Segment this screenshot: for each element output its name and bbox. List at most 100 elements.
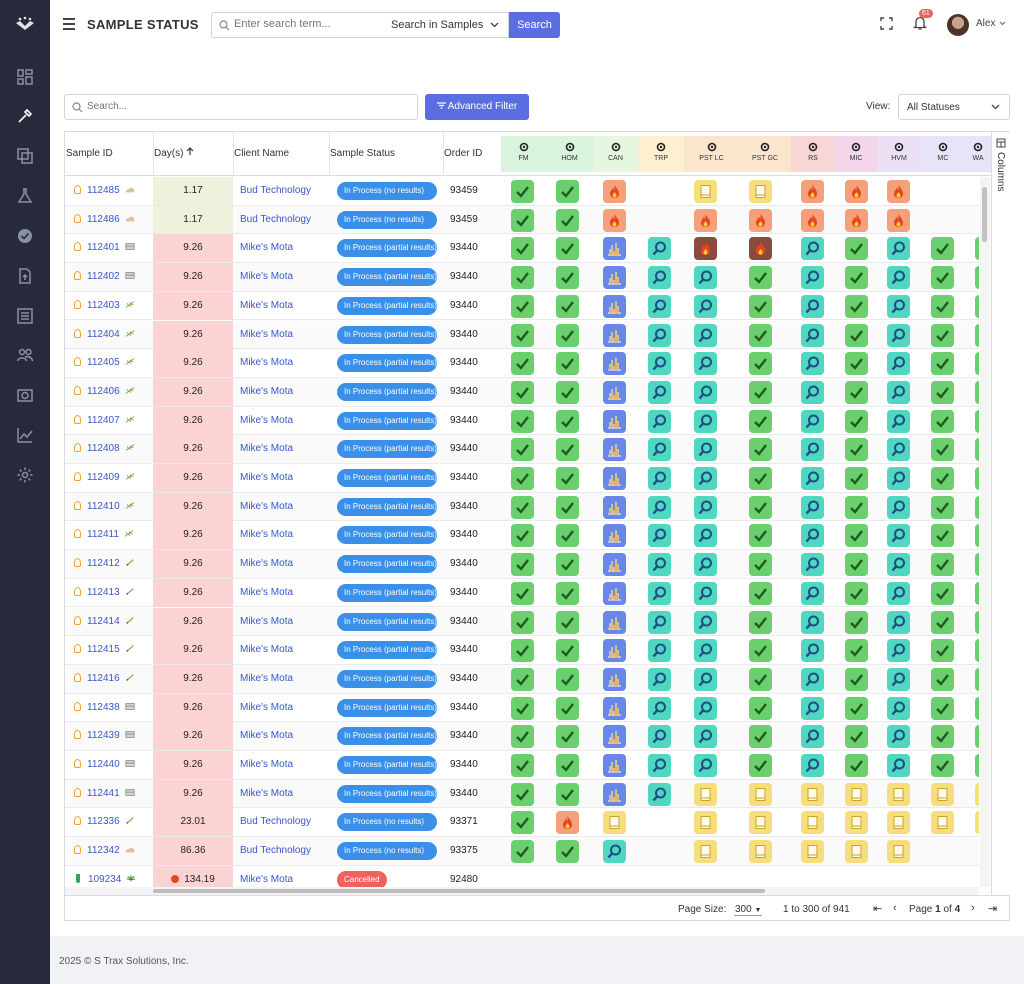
- test-result-wa-check-icon[interactable]: [975, 524, 979, 548]
- test-result-pst-lc-magnifier-icon[interactable]: [694, 495, 717, 519]
- test-result-mc-check-icon[interactable]: [931, 409, 954, 433]
- test-result-pst-gc-flame-icon[interactable]: [749, 208, 772, 232]
- table-row[interactable]: 112438 9.26 Mike's Mota In Process (partial…: [65, 693, 979, 723]
- test-result-rs-magnifier-icon[interactable]: [801, 323, 824, 347]
- sample-id[interactable]: 112411: [87, 529, 119, 541]
- next-page-icon[interactable]: ›: [971, 902, 975, 914]
- client-name[interactable]: Mike's Mota: [240, 242, 294, 254]
- first-page-icon[interactable]: ⇤: [873, 903, 883, 915]
- test-result-can-chromatogram-icon[interactable]: [603, 467, 626, 490]
- sample-id[interactable]: 112412: [87, 558, 120, 570]
- table-row[interactable]: 112409 9.26 Mike's Mota In Process (partial…: [65, 464, 979, 493]
- test-result-hvm-magnifier-icon[interactable]: [887, 380, 910, 404]
- test-result-fm-check-icon[interactable]: [511, 467, 534, 490]
- last-page-icon[interactable]: ⇥: [988, 903, 998, 915]
- test-result-mic-document-icon[interactable]: [845, 840, 868, 864]
- client-name[interactable]: Mike's Mota: [240, 529, 294, 541]
- sample-id[interactable]: 112413: [87, 586, 120, 598]
- test-result-mic-check-icon[interactable]: [845, 409, 868, 433]
- test-result-mic-check-icon[interactable]: [845, 294, 868, 318]
- test-result-fm-check-icon[interactable]: [511, 208, 534, 232]
- sample-id[interactable]: 112414: [87, 615, 120, 627]
- test-result-fm-check-icon[interactable]: [511, 294, 534, 318]
- sample-id-cell[interactable]: 112408: [65, 435, 153, 463]
- test-result-pst-gc-check-icon[interactable]: [749, 352, 772, 376]
- client-name[interactable]: Mike's Mota: [240, 701, 294, 713]
- test-result-mic-check-icon[interactable]: [845, 639, 868, 663]
- test-result-mc-check-icon[interactable]: [931, 610, 954, 634]
- test-result-pst-lc-document-icon[interactable]: [694, 180, 717, 203]
- test-result-mc-check-icon[interactable]: [931, 438, 954, 462]
- test-result-wa-check-icon[interactable]: [975, 610, 979, 634]
- sample-id[interactable]: 112401: [87, 242, 120, 254]
- header-test-hvm[interactable]: HVM: [877, 136, 921, 172]
- client-name[interactable]: Mike's Mota: [240, 385, 294, 397]
- badge-check-icon[interactable]: [16, 227, 34, 245]
- test-result-pst-lc-magnifier-icon[interactable]: [694, 696, 717, 720]
- test-result-pst-gc-check-icon[interactable]: [749, 323, 772, 347]
- test-result-hom-check-icon[interactable]: [556, 667, 579, 691]
- test-result-mic-check-icon[interactable]: [845, 524, 868, 548]
- test-result-mic-check-icon[interactable]: [845, 266, 868, 290]
- test-result-can-chromatogram-icon[interactable]: [603, 725, 626, 749]
- flask-icon[interactable]: [16, 187, 34, 205]
- table-row[interactable]: 112485 1.17 Bud Technology In Process (no r…: [65, 177, 979, 206]
- test-result-mc-check-icon[interactable]: [931, 294, 954, 318]
- sample-id[interactable]: 112404: [87, 328, 120, 340]
- test-result-fm-check-icon[interactable]: [511, 754, 534, 777]
- test-result-fm-check-icon[interactable]: [511, 323, 534, 347]
- document-upload-icon[interactable]: [16, 267, 34, 285]
- sample-id[interactable]: 112438: [87, 701, 120, 713]
- table-row[interactable]: 112404 9.26 Mike's Mota In Process (partial…: [65, 320, 979, 350]
- header-status[interactable]: Sample Status: [329, 132, 443, 176]
- test-result-mc-check-icon[interactable]: [931, 495, 954, 519]
- test-result-trp-magnifier-icon[interactable]: [648, 467, 671, 490]
- test-result-mic-document-icon[interactable]: [845, 782, 868, 806]
- logo-icon[interactable]: [14, 14, 36, 36]
- test-result-can-chromatogram-icon[interactable]: [603, 323, 626, 347]
- test-result-fm-check-icon[interactable]: [511, 782, 534, 806]
- test-result-can-chromatogram-icon[interactable]: [603, 696, 626, 720]
- client-name[interactable]: Mike's Mota: [240, 644, 294, 656]
- test-result-hvm-magnifier-icon[interactable]: [887, 467, 910, 490]
- view-select[interactable]: All Statuses: [898, 94, 1010, 120]
- test-result-rs-magnifier-icon[interactable]: [801, 409, 824, 433]
- test-result-rs-magnifier-icon[interactable]: [801, 610, 824, 634]
- test-result-rs-magnifier-icon[interactable]: [801, 639, 824, 663]
- header-test-mic[interactable]: MIC: [835, 136, 877, 172]
- test-result-mc-check-icon[interactable]: [931, 467, 954, 490]
- sample-id[interactable]: 112439: [87, 730, 120, 742]
- bell-icon[interactable]: [913, 15, 927, 31]
- client-name[interactable]: Mike's Mota: [240, 328, 294, 340]
- test-result-pst-lc-magnifier-icon[interactable]: [694, 409, 717, 433]
- test-result-rs-magnifier-icon[interactable]: [801, 467, 824, 490]
- test-result-mc-check-icon[interactable]: [931, 266, 954, 290]
- test-result-rs-magnifier-icon[interactable]: [801, 725, 824, 749]
- test-result-hvm-magnifier-icon[interactable]: [887, 610, 910, 634]
- sample-id-cell[interactable]: 112342: [65, 837, 153, 865]
- test-result-rs-document-icon[interactable]: [801, 782, 824, 806]
- test-result-fm-check-icon[interactable]: [511, 524, 534, 548]
- client-name[interactable]: Bud Technology: [240, 816, 311, 828]
- test-result-mc-check-icon[interactable]: [931, 754, 954, 777]
- test-result-pst-gc-flame-icon[interactable]: [749, 237, 772, 261]
- test-result-mic-document-icon[interactable]: [845, 811, 868, 835]
- test-result-hom-check-icon[interactable]: [556, 725, 579, 749]
- sample-id-cell[interactable]: 112416: [65, 665, 153, 693]
- test-result-mc-check-icon[interactable]: [931, 237, 954, 261]
- test-result-mic-check-icon[interactable]: [845, 581, 868, 605]
- list-icon[interactable]: [16, 307, 34, 325]
- table-row[interactable]: 112411 9.26 Mike's Mota In Process (partial…: [65, 521, 979, 551]
- test-result-mic-check-icon[interactable]: [845, 323, 868, 347]
- test-result-can-document-icon[interactable]: [603, 811, 626, 835]
- table-row[interactable]: 112439 9.26 Mike's Mota In Process (partial…: [65, 722, 979, 751]
- test-result-can-chromatogram-icon[interactable]: [603, 667, 626, 691]
- test-result-pst-gc-check-icon[interactable]: [749, 667, 772, 691]
- sample-id[interactable]: 112405: [87, 357, 120, 369]
- test-result-trp-magnifier-icon[interactable]: [648, 754, 671, 777]
- test-result-pst-gc-check-icon[interactable]: [749, 581, 772, 605]
- client-name[interactable]: Mike's Mota: [240, 787, 294, 799]
- sample-id[interactable]: 112342: [87, 845, 120, 857]
- test-result-hom-check-icon[interactable]: [556, 696, 579, 720]
- test-result-mc-document-icon[interactable]: [931, 782, 954, 806]
